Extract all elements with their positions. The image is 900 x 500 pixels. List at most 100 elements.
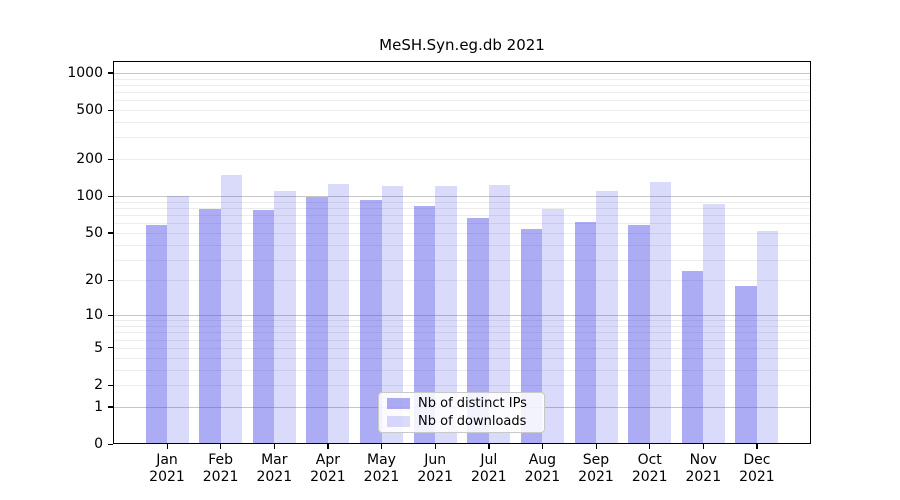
x-tick-mark (273, 444, 276, 449)
x-tick-label-feb: Feb 2021 (191, 452, 251, 486)
x-tick-year: 2021 (524, 469, 561, 485)
x-tick-mark (488, 444, 490, 449)
y-tick-label: 100 (76, 188, 103, 205)
bar-downloads-mar (274, 191, 296, 444)
minor-gridline (113, 259, 811, 261)
minor-gridline (113, 357, 811, 359)
legend: Nb of distinct IPs Nb of downloads (378, 392, 545, 433)
minor-gridline (113, 122, 811, 123)
y-tick-label: 50 (85, 224, 103, 241)
minor-gridline (113, 137, 811, 139)
x-tick-mark (649, 444, 651, 449)
x-tick-year: 2021 (470, 469, 507, 485)
bar-distinct-ips-oct (628, 224, 650, 444)
y-tick-mark (108, 109, 113, 111)
y-tick-label: 1 (94, 398, 103, 415)
y-tick-mark (108, 406, 113, 408)
legend-swatch-distinct-ips (387, 398, 410, 409)
x-tick-year: 2021 (310, 469, 346, 485)
x-tick-mark (327, 444, 329, 449)
x-tick-month: Jul (480, 452, 498, 468)
bar-distinct-ips-jul (467, 218, 489, 444)
bar-distinct-ips-jan (145, 224, 167, 444)
x-tick-mark (381, 444, 383, 449)
y-tick-label: 10 (85, 307, 103, 324)
x-tick-month: Mar (261, 452, 288, 468)
x-tick-month: Jun (424, 452, 447, 468)
minor-gridline (113, 223, 811, 225)
x-tick-label-may: May 2021 (352, 452, 412, 486)
x-tick-month: Dec (743, 452, 771, 468)
chart-title: MeSH.Syn.eg.db 2021 (379, 36, 545, 54)
x-tick-year: 2021 (685, 469, 722, 485)
x-tick-year: 2021 (578, 469, 614, 485)
y-tick-mark (108, 443, 113, 445)
y-tick-label: 2 (94, 377, 103, 393)
legend-label-distinct-ips: Nb of distinct IPs (418, 396, 527, 411)
minor-gridline (113, 326, 811, 327)
bar-distinct-ips-feb (199, 209, 221, 444)
y-tick-label: 20 (85, 272, 103, 289)
minor-gridline (113, 92, 811, 93)
y-tick-mark (108, 232, 113, 234)
y-tick-mark (108, 314, 113, 316)
x-tick-mark (434, 444, 436, 449)
y-tick-mark (108, 347, 113, 349)
minor-gridline (113, 215, 811, 216)
minor-gridline (113, 320, 811, 322)
x-tick-label-oct: Oct 2021 (620, 452, 680, 486)
legend-swatch-downloads (387, 416, 410, 427)
x-tick-label-aug: Aug 2021 (512, 452, 572, 486)
bar-distinct-ips-dec (735, 285, 757, 444)
bar-distinct-ips-mar (252, 209, 275, 444)
minor-gridline (113, 369, 811, 371)
legend-entry-distinct-ips: Nb of distinct IPs (387, 396, 536, 411)
y-tick-mark (108, 279, 113, 282)
bar-downloads-aug (542, 208, 564, 444)
bar-downloads-oct (649, 182, 672, 444)
bar-distinct-ips-aug (520, 228, 543, 444)
minor-gridline (113, 78, 811, 80)
minor-gridline (113, 207, 811, 209)
x-tick-year: 2021 (363, 469, 400, 485)
legend-label-downloads: Nb of downloads (418, 414, 527, 429)
minor-gridline (113, 347, 811, 349)
x-tick-month: Oct (637, 452, 662, 468)
x-tick-label-jul: Jul 2021 (459, 452, 519, 486)
bar-downloads-jul (488, 185, 511, 444)
minor-gridline (113, 201, 811, 203)
x-tick-mark (702, 444, 705, 449)
x-tick-month: Aug (528, 452, 557, 468)
x-tick-year: 2021 (256, 469, 293, 485)
y-tick-label: 1000 (67, 64, 103, 81)
x-tick-mark (166, 444, 168, 449)
minor-gridline (113, 100, 811, 102)
x-tick-label-apr: Apr 2021 (298, 452, 358, 486)
y-tick-label: 0 (94, 436, 103, 452)
y-tick-label: 500 (76, 102, 103, 118)
bar-downloads-may (381, 186, 403, 444)
bar-distinct-ips-sep (574, 222, 596, 444)
legend-entry-downloads: Nb of downloads (387, 414, 536, 429)
minor-gridline (113, 244, 811, 246)
x-tick-month: Feb (208, 452, 233, 468)
bar-downloads-feb (220, 174, 243, 444)
bar-distinct-ips-apr (306, 196, 328, 444)
minor-gridline (113, 110, 811, 111)
x-tick-mark (595, 444, 597, 449)
x-tick-year: 2021 (739, 469, 775, 485)
bar-distinct-ips-may (360, 199, 382, 444)
y-tick-label: 200 (76, 151, 103, 168)
y-tick-mark (108, 158, 113, 160)
major-gridline (113, 315, 811, 317)
x-tick-year: 2021 (631, 469, 668, 485)
x-tick-label-jun: Jun 2021 (405, 452, 465, 486)
x-tick-label-dec: Dec 2021 (727, 452, 787, 486)
y-tick-mark (108, 384, 113, 386)
x-tick-year: 2021 (202, 469, 239, 485)
x-tick-month: Nov (689, 452, 717, 468)
minor-gridline (113, 385, 811, 386)
major-gridline (113, 196, 811, 198)
x-tick-mark (541, 444, 544, 449)
bar-downloads-sep (596, 191, 618, 444)
